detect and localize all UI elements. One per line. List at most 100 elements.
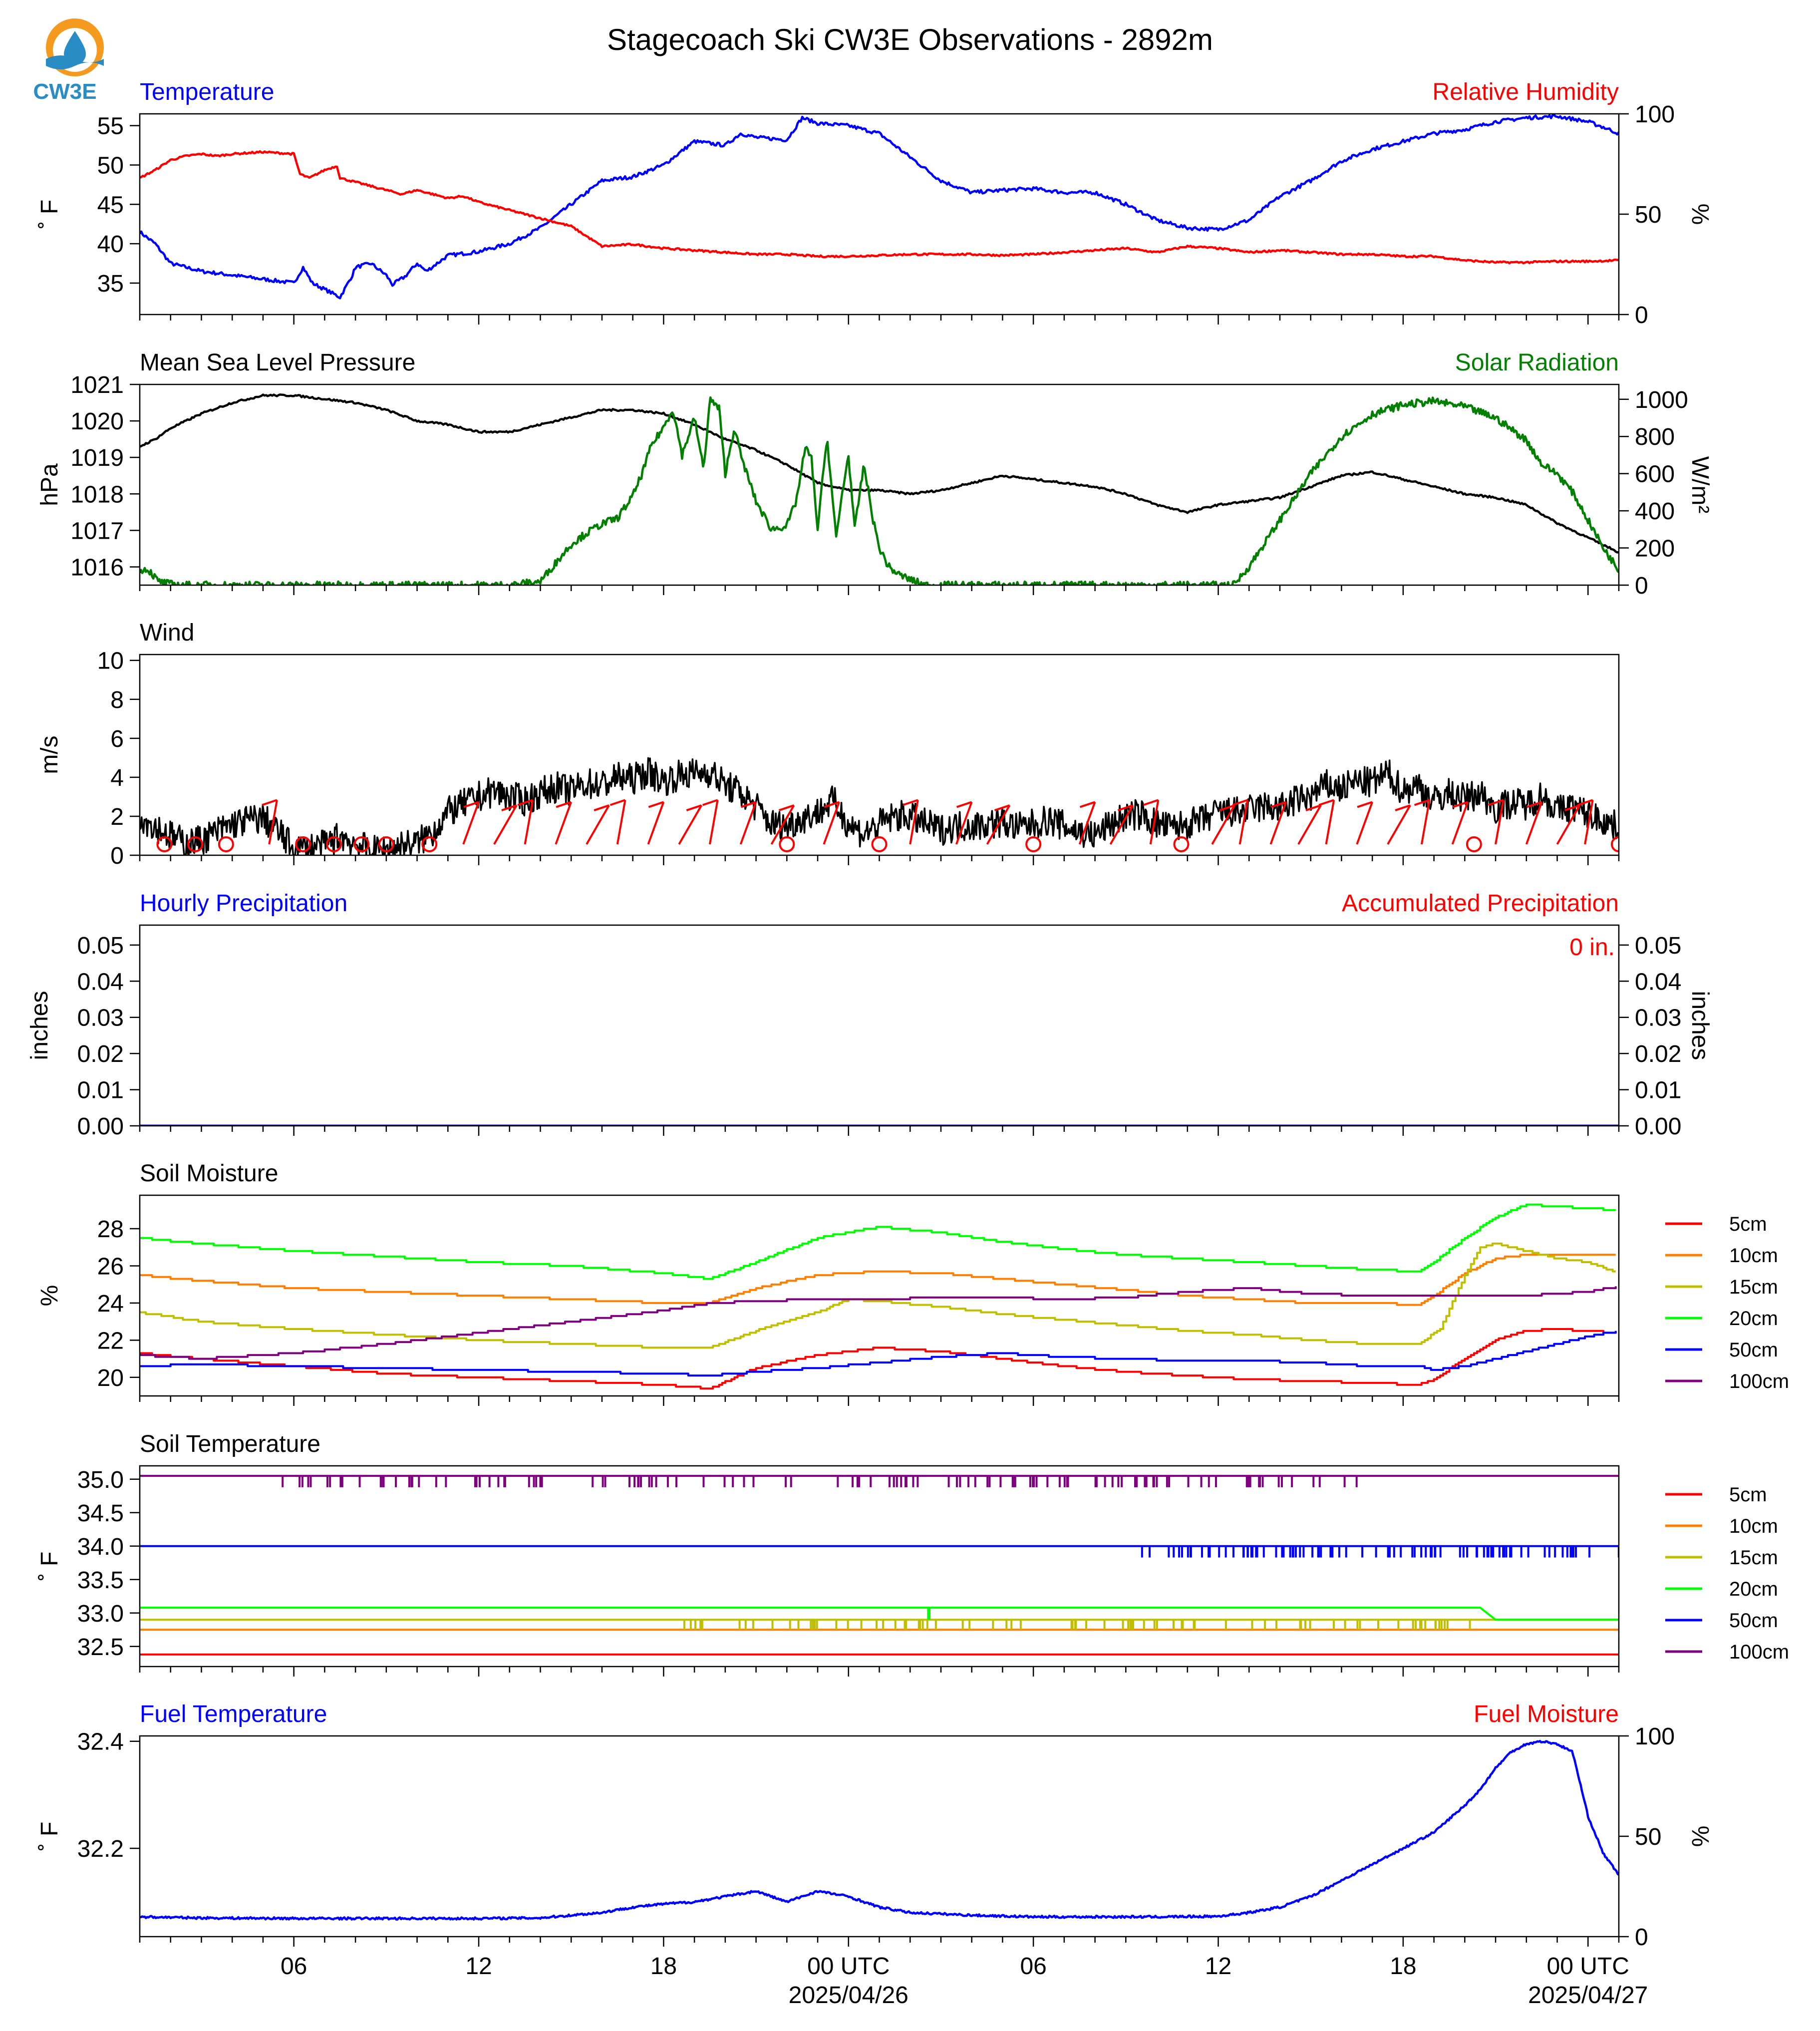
- wind-barb-flag: [778, 804, 795, 811]
- y-tick-label-right: 100: [1635, 1723, 1675, 1750]
- y-tick-label-left: 22: [97, 1328, 124, 1354]
- wind-barb-calm: [1025, 836, 1042, 852]
- wind-barb-flag: [824, 801, 840, 808]
- y-axis-label-right: inches: [1687, 991, 1713, 1060]
- y-tick-label-right: 0.04: [1635, 969, 1681, 995]
- legend-label: 100cm: [1729, 1641, 1789, 1663]
- wind-barb-flag: [648, 801, 664, 808]
- wind-barb: [678, 805, 702, 845]
- panel-press_solar: 1016 1017 1018 1019 1020 1021 0 200 400 600 800 100…: [36, 349, 1713, 599]
- y-tick-label-left: 0.02: [77, 1041, 124, 1067]
- x-tick-label: 12: [465, 1953, 492, 1980]
- x-date-label: 2025/04/27: [1528, 1982, 1648, 2009]
- y-axis-label-right: %: [1687, 1826, 1713, 1847]
- wind-barb-flag: [1395, 804, 1411, 811]
- y-tick-label-left: 6: [110, 726, 124, 752]
- series-fuel-temperature: [140, 1739, 1619, 1921]
- cw3e-logo: CW3E: [33, 18, 104, 104]
- wind-barb-flag: [1488, 799, 1504, 806]
- y-axis-label-left: ˚ F: [36, 1822, 63, 1851]
- plot-area: [140, 393, 1619, 585]
- y-tick-label-left: 0: [110, 843, 124, 869]
- wind-barb-flag: [262, 799, 278, 806]
- y-tick-label-left: 26: [97, 1253, 124, 1280]
- wind-barb: [1109, 805, 1134, 845]
- y-tick-label-right: 100: [1635, 101, 1675, 128]
- plot-area: [140, 1739, 1619, 1921]
- series-temperature: [140, 114, 1619, 300]
- panel-title-left: Wind: [140, 620, 194, 646]
- y-axis-label-left: inches: [26, 991, 53, 1060]
- series-soil-moisture-15cm: [140, 1242, 1616, 1349]
- panel-title-left: Mean Sea Level Pressure: [140, 349, 415, 376]
- legend-label: 15cm: [1729, 1547, 1778, 1569]
- y-tick-label-left: 33.0: [77, 1601, 124, 1627]
- y-tick-label-left: 34.5: [77, 1500, 124, 1527]
- wind-barb-flag: [1357, 801, 1373, 808]
- y-tick-label-left: 32.5: [77, 1634, 124, 1661]
- wind-barb: [1556, 805, 1581, 845]
- panel-soil_moist: 20 22 24 26 28 Soil Moisture%: [36, 1160, 1620, 1406]
- legend-label: 5cm: [1729, 1213, 1767, 1235]
- logo-drop-icon: [64, 31, 86, 65]
- panel-frame: [139, 383, 1620, 586]
- wind-barb-flag: [1079, 801, 1096, 808]
- legend-soil_temp: 5cm 10cm 15cm 20cm 50cm 100cm: [1665, 1484, 1789, 1663]
- series-soil-moisture-10cm: [140, 1254, 1616, 1306]
- wind-barb: [1584, 800, 1594, 845]
- wind-barb-flag: [594, 804, 609, 811]
- wind-barb-calm: [295, 836, 311, 852]
- wind-barb-flag: [463, 801, 479, 808]
- panel-title-right: Fuel Moisture: [1474, 1701, 1619, 1727]
- wind-barb: [268, 800, 278, 845]
- wind-barb-calm: [871, 836, 888, 852]
- panel-title-left: Soil Moisture: [140, 1160, 278, 1187]
- x-tick-label: 12: [1205, 1953, 1231, 1980]
- y-tick-label-left: 35.0: [77, 1467, 124, 1493]
- y-tick-label-left: 50: [97, 152, 124, 179]
- panel-wind: 0 2 4 6 8 10 Wind m/s: [36, 620, 1620, 869]
- y-tick-label-right: 1000: [1635, 387, 1688, 413]
- y-axis-label-left: %: [36, 1285, 63, 1307]
- y-tick-label-left: 0.03: [77, 1005, 124, 1031]
- y-tick-label-right: 0.01: [1635, 1077, 1681, 1104]
- y-tick-label-right: 0.03: [1635, 1005, 1681, 1031]
- panel-title-left: Hourly Precipitation: [140, 890, 347, 917]
- wind-barb-flag: [956, 801, 972, 808]
- y-tick-label-left: 40: [97, 231, 124, 258]
- wind-barb: [647, 801, 665, 845]
- y-tick-label-left: 45: [97, 192, 124, 218]
- y-tick-label-left: 8: [110, 687, 124, 713]
- wind-barb-flag: [1219, 804, 1235, 811]
- wind-barb-calm: [779, 836, 795, 852]
- plot-area: [140, 757, 1619, 855]
- wind-barb-flag: [1452, 801, 1469, 808]
- y-tick-label-left: 32.2: [77, 1836, 124, 1862]
- series-soil-moisture-20cm: [140, 1203, 1616, 1280]
- panel-title-left: Temperature: [140, 79, 274, 105]
- wind-barb-calm: [156, 836, 173, 852]
- x-tick-label: 06: [1020, 1953, 1046, 1980]
- panel-frame: [139, 924, 1620, 1127]
- wind-barb-flag: [1232, 799, 1248, 806]
- wind-barb-flag: [1577, 799, 1593, 806]
- wind-barb-flag: [1270, 801, 1286, 808]
- wind-barb: [1297, 805, 1322, 845]
- wind-barb: [555, 801, 573, 845]
- legend-label: 10cm: [1729, 1515, 1778, 1537]
- wind-barb: [909, 800, 919, 845]
- series-soil-moisture-50cm: [140, 1331, 1617, 1377]
- wind-barb-flag: [994, 804, 1010, 811]
- wind-barb-flag: [686, 804, 702, 811]
- y-tick-label-left: 1020: [70, 408, 124, 435]
- legend-label: 10cm: [1729, 1245, 1778, 1267]
- series-humidity: [140, 150, 1619, 265]
- y-tick-label-right: 0: [1635, 573, 1648, 599]
- wind-barb: [1525, 801, 1543, 845]
- panel-title-right: Solar Radiation: [1455, 349, 1619, 376]
- y-axis-label-left: ˚ F: [36, 1552, 63, 1581]
- legend-soil_moist: 5cm 10cm 15cm 20cm 50cm 100cm: [1665, 1213, 1789, 1392]
